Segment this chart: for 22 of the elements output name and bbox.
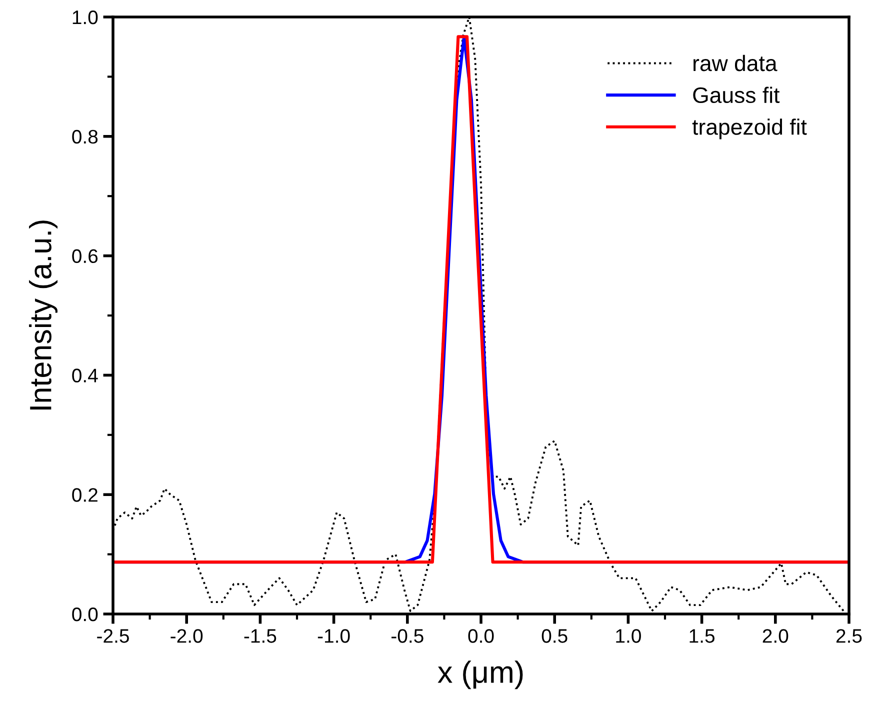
x-tick-label: -0.5 — [392, 629, 424, 643]
x-tick-label: 2.5 — [836, 629, 862, 643]
y-tick-label: 0.2 — [72, 488, 98, 502]
x-tick-label: 1.0 — [616, 629, 641, 643]
x-tick-label: -2.5 — [97, 629, 129, 643]
legend-label: trapezoid fit — [692, 118, 807, 140]
x-tick-label: 1.5 — [690, 629, 714, 643]
x-tick-label: 0.0 — [468, 629, 494, 643]
y-tick-label: 1.0 — [72, 10, 98, 24]
y-tick-label: 0.0 — [72, 607, 98, 622]
x-tick-label: 2.0 — [762, 629, 788, 643]
y-tick-label: 0.8 — [72, 130, 98, 144]
x-tick-label: -1.0 — [318, 629, 350, 643]
y-axis-title: Intensity (a.u.) — [29, 220, 58, 410]
y-tick-label: 0.4 — [72, 368, 98, 382]
y-tick-label: 0.6 — [72, 249, 98, 264]
x-axis-title: x (μm) — [438, 660, 523, 690]
legend-label: Gauss fit — [693, 86, 780, 104]
x-tick-label: 0.5 — [542, 629, 568, 643]
x-tick-label: -1.5 — [244, 629, 276, 643]
x-tick-label: -2.0 — [170, 629, 203, 643]
legend-label: raw data — [694, 54, 778, 72]
